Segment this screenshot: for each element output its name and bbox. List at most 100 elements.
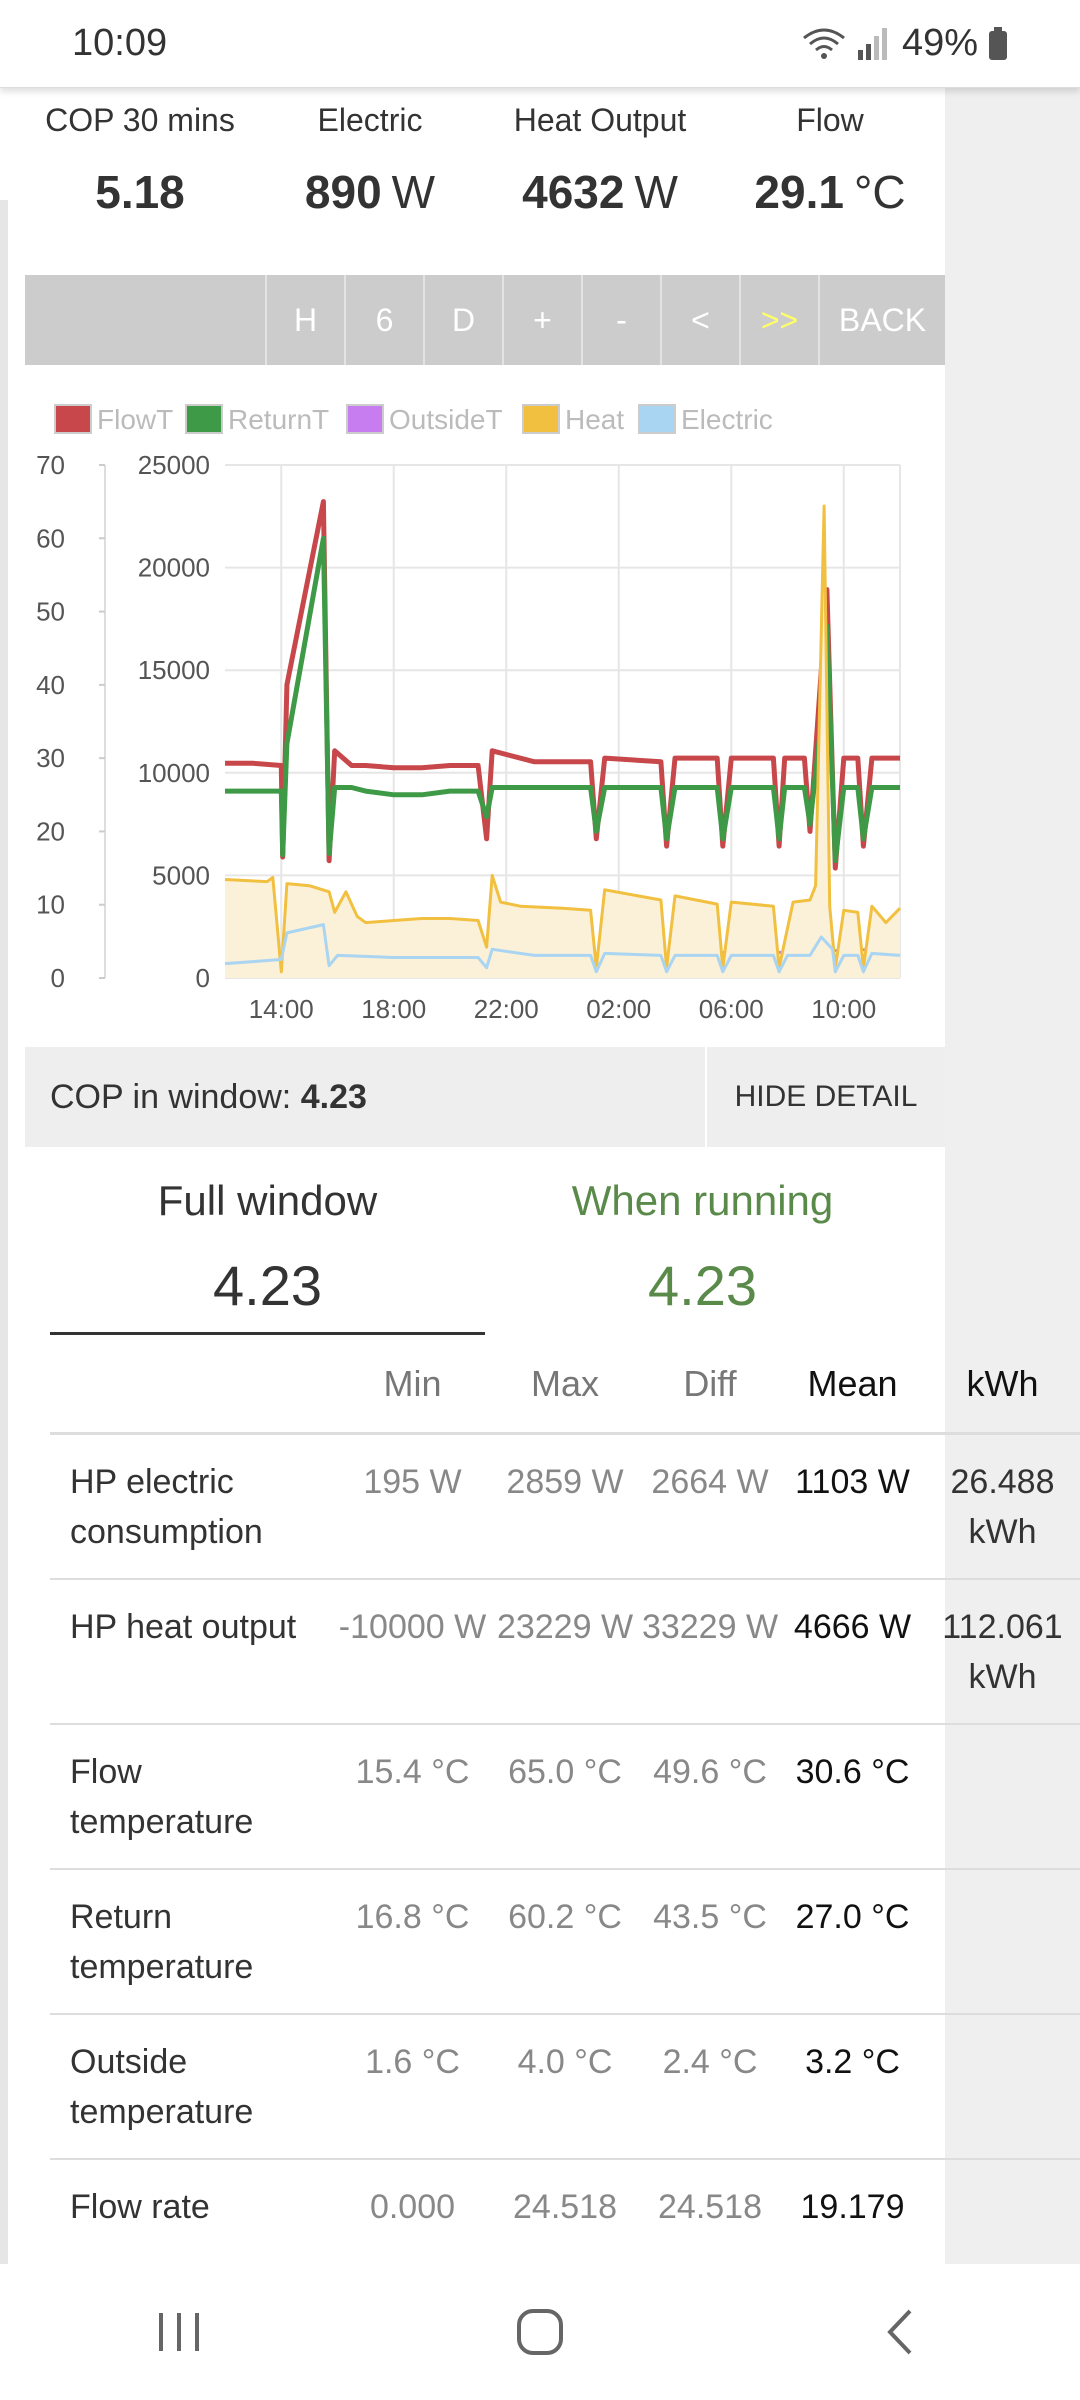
y-left-tick-label: 20 (36, 816, 65, 846)
row-label: Flow temperature (50, 1724, 335, 1870)
row-max: 2859 W (490, 1433, 640, 1580)
row-label: HP heat output (50, 1579, 335, 1725)
wifi-icon (803, 28, 845, 59)
legend-label-flowt: FlowT (97, 404, 173, 435)
row-kwh (925, 1869, 1080, 2015)
hide-detail-button[interactable]: HIDE DETAIL (705, 1047, 945, 1147)
y-left-tick-label: 30 (36, 743, 65, 773)
legend-label-electric: Electric (681, 404, 773, 435)
recent-apps-button[interactable] (120, 2282, 240, 2382)
y-right-tick-label: 20000 (138, 553, 210, 583)
stat-electric: Electric 890 W (255, 96, 485, 246)
day-button[interactable]: D (423, 275, 502, 365)
cop-in-window: COP in window: 4.23 (50, 1077, 367, 1116)
row-diff: 49.6 °C (640, 1724, 780, 1870)
row-max: 65.0 °C (490, 1724, 640, 1870)
home-button[interactable] (480, 2282, 600, 2382)
y-right-tick-label: 25000 (138, 450, 210, 480)
row-mean: 1103 W (780, 1433, 925, 1580)
left-edge (0, 200, 8, 2264)
tab-value: 4.23 (213, 1254, 322, 1317)
row-label: Outside temperature (50, 2014, 335, 2160)
y-right-tick-label: 5000 (152, 860, 210, 890)
legend-swatch-outsidet (346, 404, 384, 434)
row-min: 0.000 (369, 2188, 456, 2226)
legend-swatch-returnt (185, 404, 223, 434)
row-kwh (925, 2014, 1080, 2160)
y-left-tick-label: 70 (36, 450, 65, 480)
row-diff: 2.4 °C (640, 2014, 780, 2160)
header-max: Max (490, 1335, 640, 1435)
row-diff: 33229 W (640, 1579, 780, 1725)
row-max: 4.0 °C (490, 2014, 640, 2160)
status-time: 10:09 (72, 22, 168, 64)
row-max: 24.518 (513, 2188, 617, 2226)
y-left-tick-label: 60 (36, 523, 65, 553)
x-tick-label: 02:00 (586, 994, 651, 1024)
status-bar: 10:09 49% (0, 0, 1080, 88)
back-nav-button[interactable] (840, 2282, 960, 2382)
six-hour-button[interactable]: 6 (344, 275, 423, 365)
legend-label-heat: Heat (565, 404, 624, 435)
row-max: 60.2 °C (490, 1869, 640, 2015)
y-left-tick-label: 0 (51, 963, 65, 993)
tab-label: Full window (157, 1177, 378, 1224)
battery-percent: 49% (901, 22, 978, 64)
back-button[interactable]: BACK (818, 275, 945, 365)
row-mean: 3.2 °C (780, 2014, 925, 2160)
tab-label: When running (571, 1177, 834, 1224)
stats-table: Min Max Diff Mean kWh HP electric consum… (50, 1335, 1080, 2303)
chart-svg[interactable]: FlowT ReturnT OutsideT Heat Electric 0 10 20 30 4… (25, 390, 945, 1050)
row-max: 23229 W (490, 1579, 640, 1725)
x-tick-label: 22:00 (474, 994, 539, 1024)
tab-when-running[interactable]: When running 4.23 (485, 1165, 920, 1335)
tab-value: 4.23 (648, 1254, 757, 1317)
cop-window-bar: COP in window: 4.23 HIDE DETAIL (25, 1047, 945, 1147)
row-label: Flow rate (70, 2188, 210, 2226)
row-kwh: 26.488 kWh (925, 1433, 1080, 1580)
table-row: HP electric consumption 195 W 2859 W 266… (50, 1433, 1080, 1580)
stat-cop-30-mins: COP 30 mins 5.18 (25, 96, 255, 246)
table-row: HP heat output -10000 W 23229 W 33229 W … (50, 1579, 1080, 1725)
row-mean: 4666 W (780, 1579, 925, 1725)
row-min: 1.6 °C (335, 2014, 490, 2160)
y-right-tick-label: 10000 (138, 758, 210, 788)
header-min: Min (335, 1335, 490, 1435)
home-icon (517, 2309, 563, 2355)
legend-swatch-flowt (54, 404, 92, 434)
stat-value: 5.18 (95, 166, 185, 218)
header-label (50, 1335, 335, 1435)
legend-swatch-electric (638, 404, 676, 434)
table-header-row: Min Max Diff Mean kWh (50, 1335, 1080, 1435)
zoom-in-button[interactable]: + (502, 275, 581, 365)
tab-full-window[interactable]: Full window 4.23 (50, 1165, 485, 1335)
signal-icon (857, 27, 887, 60)
row-diff: 2664 W (640, 1433, 780, 1580)
stat-value: 4632 W (522, 166, 678, 218)
pan-left-button[interactable]: < (660, 275, 739, 365)
stat-label: Heat Output (513, 102, 687, 138)
x-tick-label: 18:00 (361, 994, 426, 1024)
x-tick-label: 10:00 (811, 994, 876, 1024)
series-line-electric (224, 923, 901, 974)
table-row: Flow rate 0.000 24.518 24.518 19.179 (50, 2159, 1080, 2303)
x-tick-label: 06:00 (699, 994, 764, 1024)
heatpump-chart[interactable]: FlowT ReturnT OutsideT Heat Electric 0 10 20 30 4… (25, 390, 945, 1050)
row-diff: 24.518 (658, 2188, 762, 2226)
y-left-tick-label: 40 (36, 670, 65, 700)
row-min: 16.8 °C (335, 1869, 490, 2015)
stat-value: 890 W (304, 166, 436, 218)
legend-label-returnt: ReturnT (228, 404, 329, 435)
legend-label-outsidet: OutsideT (389, 404, 503, 435)
row-min: 15.4 °C (335, 1724, 490, 1870)
stat-flow: Flow 29.1 °C (715, 96, 945, 246)
row-mean: 27.0 °C (780, 1869, 925, 2015)
row-kwh (925, 1724, 1080, 1870)
hour-button[interactable]: H (265, 275, 344, 365)
pan-right-button[interactable]: >> (739, 275, 818, 365)
stat-label: Flow (796, 102, 864, 138)
summary-stats: COP 30 mins 5.18 Electric 890 W Heat Outp… (25, 96, 945, 246)
row-label: HP electric consumption (50, 1433, 335, 1580)
zoom-out-button[interactable]: - (581, 275, 660, 365)
status-icons: 49% (802, 22, 1008, 65)
